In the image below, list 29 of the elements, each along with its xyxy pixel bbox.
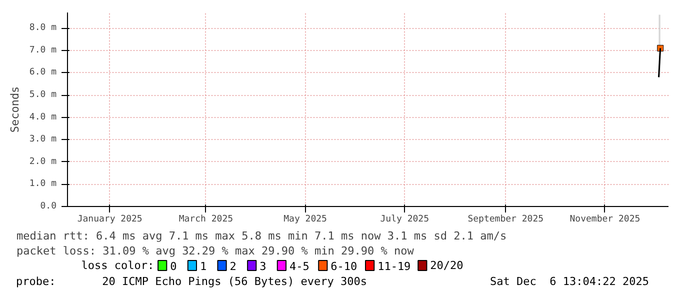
x-tick-label: July 2025	[380, 214, 430, 224]
legend-label: 0	[170, 260, 177, 273]
y-tick-label: 1.0 m	[29, 179, 56, 190]
y-tick-label: 6.0 m	[29, 68, 56, 78]
x-tick-label: November 2025	[570, 214, 640, 224]
text: probe: 20 ICMP Echo Pings (56 Bytes) every 300s	[16, 274, 367, 290]
legend-label: 20/20	[430, 259, 464, 272]
y-tick-label: 0.0	[40, 202, 57, 212]
x-tick-label: January 2025	[77, 214, 142, 224]
x-tick-label: September 2025	[468, 214, 544, 224]
legend-title: loss color:	[81, 259, 154, 272]
text: packet loss: 31.09 % avg 32.29 % max 29.90 % min 29.90 % now	[16, 244, 414, 258]
legend-label: 2	[230, 260, 236, 273]
legend-label: 6-10	[330, 260, 358, 273]
text: median rtt: 6.4 ms avg 7.1 ms max 5.8 ms min 7.1 ms now 3.1 ms sd 2.1 am/s	[16, 230, 507, 242]
y-tick-label: 3.0 m	[29, 134, 56, 145]
y-tick-label: 7.0 m	[29, 45, 56, 56]
x-tick-label: May 2025	[284, 214, 327, 224]
y-axis-title: Seconds	[8, 86, 22, 133]
text: Sat Dec 6 13:04:22 2025	[490, 274, 649, 290]
legend-label: 3	[260, 260, 266, 273]
legend-label: 4-5	[289, 260, 310, 273]
y-tick-label: 8.0 m	[29, 23, 56, 34]
y-tick-label: 5.0 m	[29, 90, 56, 100]
legend-label: 11-19	[378, 260, 411, 273]
y-tick-label: 2.0 m	[29, 156, 56, 167]
x-tick-label: March 2025	[178, 214, 234, 224]
y-tick-label: 4.0 m	[29, 112, 56, 122]
legend-label: 1	[200, 260, 207, 273]
